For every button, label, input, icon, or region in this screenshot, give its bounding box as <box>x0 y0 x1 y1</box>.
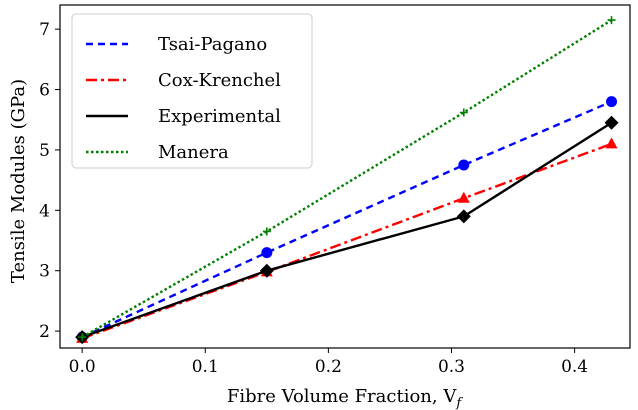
y-axis-title: Tensile Modules (GPa) <box>8 79 29 283</box>
data-point-manera <box>262 227 271 236</box>
data-point-cox-krenchel <box>605 137 618 149</box>
x-tick-label: 0.2 <box>315 357 342 377</box>
series-line-tsai-pagano <box>81 100 613 339</box>
legend: Tsai-Pagano Cox-Krenchel Experimental Maner… <box>71 13 313 169</box>
y-tick-label: 7 <box>39 20 50 40</box>
data-point-manera <box>607 16 616 25</box>
legend-label-cox-krenchel: Cox-Krenchel <box>158 70 281 91</box>
series-line-experimental <box>81 121 613 339</box>
axes-layer: 0.0 0.1 0.2 0.3 0.4 2 3 4 5 6 7 <box>39 4 631 377</box>
legend-label-manera: Manera <box>158 142 229 163</box>
series-experimental <box>75 115 619 345</box>
x-tick-label: 0.3 <box>438 357 465 377</box>
data-point-tsai-pagano <box>458 159 470 171</box>
axes-frame <box>59 4 631 349</box>
series-layer <box>75 16 619 345</box>
y-tick-label: 3 <box>39 262 50 282</box>
x-axis-title-subscript: f <box>455 396 463 410</box>
x-tick-label: 0.0 <box>69 357 96 377</box>
x-tick-label: 0.4 <box>561 357 588 377</box>
x-axis-title-main: Fibre Volume Fraction, V <box>227 386 457 407</box>
y-tick-label: 6 <box>39 81 50 101</box>
data-point-experimental <box>604 115 619 130</box>
data-point-tsai-pagano <box>606 96 618 108</box>
data-point-tsai-pagano <box>261 247 273 259</box>
series-manera <box>78 16 616 342</box>
legend-label-tsai-pagano: Tsai-Pagano <box>158 34 267 55</box>
data-point-experimental <box>456 209 471 224</box>
legend-box <box>71 13 313 169</box>
y-tick-label: 5 <box>39 141 50 161</box>
data-point-manera <box>78 333 87 342</box>
y-tick-label: 2 <box>39 322 50 342</box>
y-tick-label: 4 <box>39 201 50 221</box>
data-point-cox-krenchel <box>457 191 470 203</box>
x-axis-title: Fibre Volume Fraction, Vf <box>227 386 464 410</box>
series-line-manera <box>81 19 613 339</box>
data-point-manera <box>459 108 468 117</box>
data-point-experimental <box>259 263 274 278</box>
x-tick-label: 0.1 <box>192 357 219 377</box>
legend-label-experimental: Experimental <box>158 106 281 127</box>
